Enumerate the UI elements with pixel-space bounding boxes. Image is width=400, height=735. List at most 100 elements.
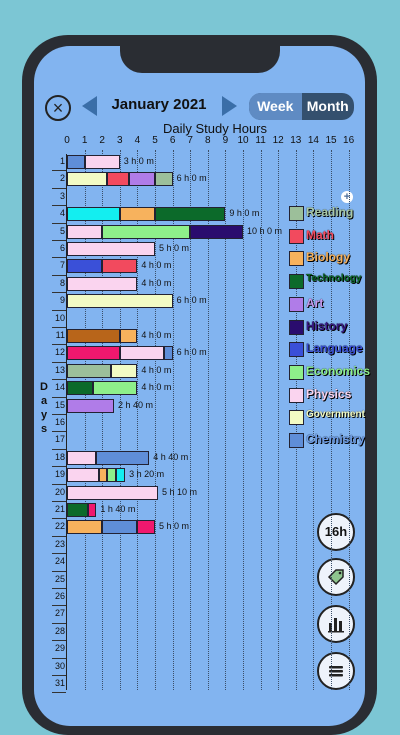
x-tick-label: 10 <box>237 135 249 146</box>
x-tick-label: 12 <box>272 135 284 146</box>
x-tick-label: 8 <box>205 135 211 146</box>
row-divider <box>52 570 66 572</box>
row-divider <box>52 170 66 172</box>
legend-item[interactable]: Art <box>289 296 379 312</box>
close-button[interactable]: × <box>45 95 71 121</box>
phone-notch <box>120 35 280 73</box>
bar-segment[interactable] <box>67 155 85 169</box>
day-label: 26 <box>54 591 65 601</box>
day-label: 23 <box>54 538 65 549</box>
add-subject-button[interactable]: + <box>341 191 353 203</box>
bar-segment[interactable] <box>111 363 138 378</box>
legend-item[interactable]: Government <box>289 409 379 426</box>
row-divider <box>52 448 66 450</box>
bar-segment[interactable] <box>107 172 129 187</box>
row-divider <box>52 187 66 189</box>
row-divider <box>52 379 66 381</box>
bar-total-label: 6 h 0 m <box>176 347 207 358</box>
day-label: 5 <box>59 225 65 236</box>
grid-line <box>313 150 315 690</box>
bar-segment[interactable] <box>67 485 158 500</box>
bar-segment[interactable] <box>137 520 155 535</box>
legend-item[interactable]: History <box>289 319 379 335</box>
bar-segment[interactable] <box>102 259 138 274</box>
bar-segment[interactable] <box>102 520 138 535</box>
bar-segment[interactable] <box>155 207 226 222</box>
legend-item[interactable]: Economics <box>289 364 379 380</box>
legend-item[interactable]: Language <box>289 341 379 358</box>
bar-segment[interactable] <box>102 224 191 239</box>
legend-label: Language <box>306 341 363 356</box>
legend-swatch <box>289 274 304 290</box>
bar-segment[interactable] <box>67 503 88 517</box>
bar-segment[interactable] <box>107 468 117 483</box>
bar-segment[interactable] <box>155 172 173 187</box>
bar-segment[interactable] <box>67 381 94 396</box>
bar-segment[interactable] <box>84 155 120 169</box>
day-label: 6 <box>59 243 65 253</box>
month-tab[interactable]: Month <box>306 98 349 114</box>
day-label: 20 <box>54 486 65 497</box>
row-divider <box>52 605 66 607</box>
bar-segment[interactable] <box>128 172 155 187</box>
grid-line <box>190 150 192 690</box>
legend-item[interactable]: Math <box>289 228 379 244</box>
bar-segment[interactable] <box>67 450 97 465</box>
bar-segment[interactable] <box>67 520 103 535</box>
x-tick-label: 1 <box>81 135 88 146</box>
x-tick-label: 7 <box>187 135 193 146</box>
legend-item[interactable]: Technology <box>289 273 379 290</box>
day-label: 15 <box>54 399 65 410</box>
row-divider <box>52 675 66 676</box>
bar-segment[interactable] <box>67 224 103 239</box>
bar-segment[interactable] <box>119 346 164 361</box>
next-month-button[interactable] <box>222 96 237 116</box>
grid-line <box>102 150 104 690</box>
day-label: 24 <box>54 556 65 567</box>
legend-item[interactable]: Chemistry <box>289 432 379 448</box>
bar-segment[interactable] <box>67 276 138 291</box>
bar-segment[interactable] <box>67 207 120 222</box>
bar-segment[interactable] <box>67 242 155 256</box>
legend-item[interactable]: Physics <box>289 387 379 403</box>
x-tick-label: 16 <box>343 135 355 146</box>
bar-segment[interactable] <box>87 503 97 517</box>
bar-segment[interactable] <box>67 294 173 309</box>
bar-segment[interactable] <box>67 398 114 413</box>
tag-icon <box>327 569 344 586</box>
day-label: 14 <box>54 382 65 393</box>
x-tick-label: 0 <box>64 135 70 146</box>
day-label: 30 <box>54 660 65 671</box>
bar-segment[interactable] <box>67 329 120 343</box>
row-divider <box>52 553 66 555</box>
legend-item[interactable]: Biology <box>289 250 379 267</box>
legend-swatch <box>289 319 304 335</box>
prev-month-button[interactable] <box>82 96 97 116</box>
bar-segment[interactable] <box>96 450 150 465</box>
bar-segment[interactable] <box>190 224 243 239</box>
chart-title: Daily Study Hours <box>162 121 268 136</box>
bar-chart-icon <box>328 618 344 633</box>
grid-line <box>278 150 280 690</box>
row-divider <box>52 483 66 485</box>
bar-segment[interactable] <box>119 207 155 222</box>
bar-segment[interactable] <box>67 363 111 378</box>
bar-segment[interactable] <box>67 172 108 187</box>
bar-segment[interactable] <box>67 346 120 361</box>
bar-segment[interactable] <box>163 346 173 361</box>
bar-segment[interactable] <box>116 468 126 483</box>
legend-item[interactable]: Reading <box>289 205 379 221</box>
day-label: 10 <box>54 312 65 323</box>
bar-segment[interactable] <box>119 329 138 343</box>
bar-segment[interactable] <box>67 259 103 274</box>
bar-segment[interactable] <box>98 468 108 483</box>
bar-segment[interactable] <box>93 381 138 396</box>
y-axis-letter: D <box>40 381 48 393</box>
row-divider <box>52 640 66 642</box>
legend-swatch <box>289 342 304 358</box>
bar-segment[interactable] <box>67 468 99 483</box>
legend-label: Physics <box>306 386 352 401</box>
week-tab[interactable]: Week <box>249 93 302 120</box>
month-title: January 2021 <box>111 96 207 113</box>
bar-total-label: 10 h 0 m <box>247 225 283 236</box>
